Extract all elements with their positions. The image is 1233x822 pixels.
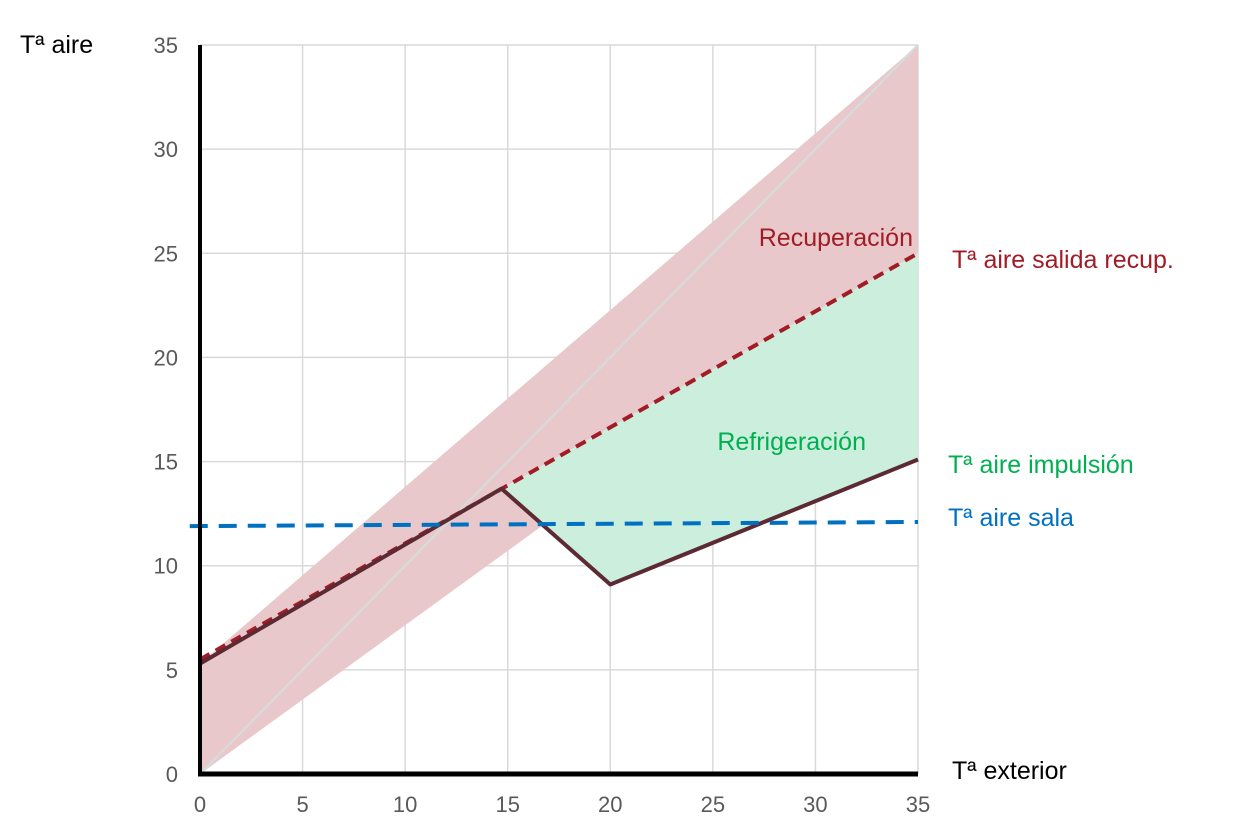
series-line-salida-recup: [199, 251, 919, 662]
reference-line-y-equals-x: [199, 44, 919, 775]
area-label-refrigeracion: Refrigeración: [717, 428, 866, 456]
y-tick-label: 5: [166, 658, 178, 683]
x-tick-label: 20: [598, 792, 622, 817]
reference-line: [199, 44, 919, 775]
x-tick-label: 0: [194, 792, 206, 817]
y-tick-label: 15: [154, 450, 178, 475]
y-tick-label: 30: [154, 137, 178, 162]
series-line-impulsion: [198, 457, 919, 666]
y-tick-label: 25: [154, 241, 178, 266]
x-tick-label: 35: [906, 792, 930, 817]
y-tick-label: 10: [154, 554, 178, 579]
series-line-sala: [189, 519, 919, 529]
series-label-salida-recup: Tª aire salida recup.: [952, 246, 1174, 274]
y-axis-title: Tª aire: [20, 31, 93, 59]
area-label-recuperacion: Recuperación: [759, 224, 913, 252]
series-label-impulsion: Tª aire impulsión: [948, 451, 1134, 479]
tick-labels: 0 5 10 15 20 25 30 35 0 5 10 15 20 25 30 35: [154, 33, 931, 817]
axes: [198, 45, 918, 777]
x-tick-label: 5: [296, 792, 308, 817]
x-axis-title: Tª exterior: [952, 757, 1067, 785]
series-lines: [189, 251, 919, 666]
x-tick-label: 10: [393, 792, 417, 817]
y-tick-label: 35: [154, 33, 178, 58]
series-label-sala: Tª aire sala: [948, 504, 1074, 532]
x-tick-label: 30: [803, 792, 827, 817]
y-tick-label: 20: [154, 345, 178, 370]
x-tick-label: 25: [701, 792, 725, 817]
y-tick-label: 0: [166, 762, 178, 787]
x-tick-label: 15: [495, 792, 519, 817]
